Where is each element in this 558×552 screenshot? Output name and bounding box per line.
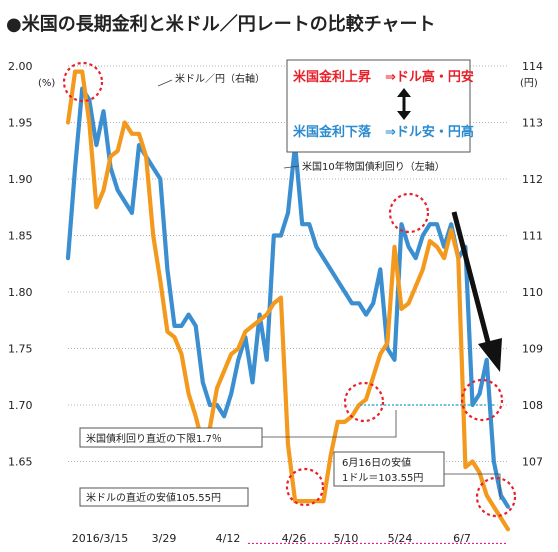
annotation-jun16-line2: 1ドル＝103.55円	[342, 473, 423, 484]
x-tick-label: 5/24	[388, 532, 413, 545]
y-left-tick-label: 1.90	[8, 173, 33, 186]
leader-usd	[157, 79, 173, 87]
series-group	[65, 69, 511, 532]
y-right-tick-label: 111	[522, 230, 543, 243]
y-left-tick-label: 2.00	[8, 60, 33, 73]
y-left-tick-label: 1.80	[8, 286, 33, 299]
label-rate: 米国10年物国債利回り（左軸）	[302, 160, 445, 173]
annotation-usd-low-text: 米ドルの直近の安値105.55円	[86, 491, 221, 504]
legend-row1-right: ⇒ドル高・円安	[385, 69, 474, 85]
y-left-tick-label: 1.95	[8, 117, 33, 130]
y-right-tick-label: 107	[522, 456, 543, 469]
x-tick-label: 6/7	[453, 532, 471, 545]
y-right-tick-label: 108	[522, 399, 543, 412]
y-left-tick-label: 1.70	[8, 399, 33, 412]
y-right-tick-label: 112	[522, 173, 543, 186]
annotation-usd-low: 米ドルの直近の安値105.55円	[79, 487, 249, 507]
y-left-tick-label: 1.75	[8, 343, 33, 356]
y-right-tick-label: 114	[522, 60, 543, 73]
legend-row2-right: ⇒ドル安・円高	[385, 124, 474, 140]
trend-arrow	[451, 211, 502, 372]
series-line-rate	[65, 86, 511, 509]
highlight-circle-june-rate	[460, 378, 504, 422]
series-line-usd	[65, 69, 511, 532]
legend-row1-left: 米国金利上昇	[293, 69, 371, 85]
y-left-tick-label: 1.85	[8, 230, 33, 243]
legend-row2-left: 米国金利下落	[293, 124, 372, 140]
x-tick-label: 4/26	[282, 532, 307, 545]
x-tick-label: 2016/3/15	[72, 532, 128, 545]
y-right-tick-label: 113	[522, 117, 543, 130]
highlight-circle-may-low	[285, 467, 325, 507]
legend-box: 米国金利上昇 ⇒ドル高・円安 米国金利下落 ⇒ドル安・円高	[286, 59, 474, 153]
annotation-jun16-line1: 6月16日の安値	[342, 456, 411, 469]
highlight-circle-may-rate-low	[343, 381, 385, 423]
x-tick-label: 5/10	[334, 532, 359, 545]
annotation-rate-support: 米国債利回り直近の下限1.7％	[79, 410, 397, 448]
leader-rate	[283, 165, 300, 169]
y-left-tick-label: 1.65	[8, 456, 33, 469]
label-usd: 米ドル／円（右軸）	[175, 72, 265, 85]
legend-updown-arrow-icon	[397, 88, 411, 120]
y-axis-left: 2.00 1.95 1.90 1.85 1.80 1.75 1.70 1.65	[8, 60, 33, 469]
y-axis-left-unit: (%)	[38, 78, 55, 89]
highlight-circle-may-high	[388, 192, 430, 234]
annotation-rate-support-text: 米国債利回り直近の下限1.7％	[86, 432, 222, 445]
chart-title: ●米国の長期金利と米ドル／円レートの比較チャート	[6, 13, 436, 35]
x-tick-label: 4/12	[216, 532, 241, 545]
x-axis: 2016/3/15 3/29 4/12 4/26 5/10 5/24 6/7	[72, 532, 471, 545]
y-right-tick-label: 110	[522, 286, 543, 299]
highlight-circle-march-high	[62, 61, 104, 103]
y-axis-right: 114 113 112 111 110 109 108 107	[522, 60, 543, 469]
y-right-tick-label: 109	[522, 343, 543, 356]
highlight-circle-june-low	[475, 476, 517, 518]
annotation-jun16: 6月16日の安値 1ドル＝103.55円	[333, 451, 501, 500]
y-axis-right-unit: (円)	[520, 78, 538, 89]
x-tick-label: 3/29	[152, 532, 177, 545]
highlight-circles	[62, 61, 517, 518]
